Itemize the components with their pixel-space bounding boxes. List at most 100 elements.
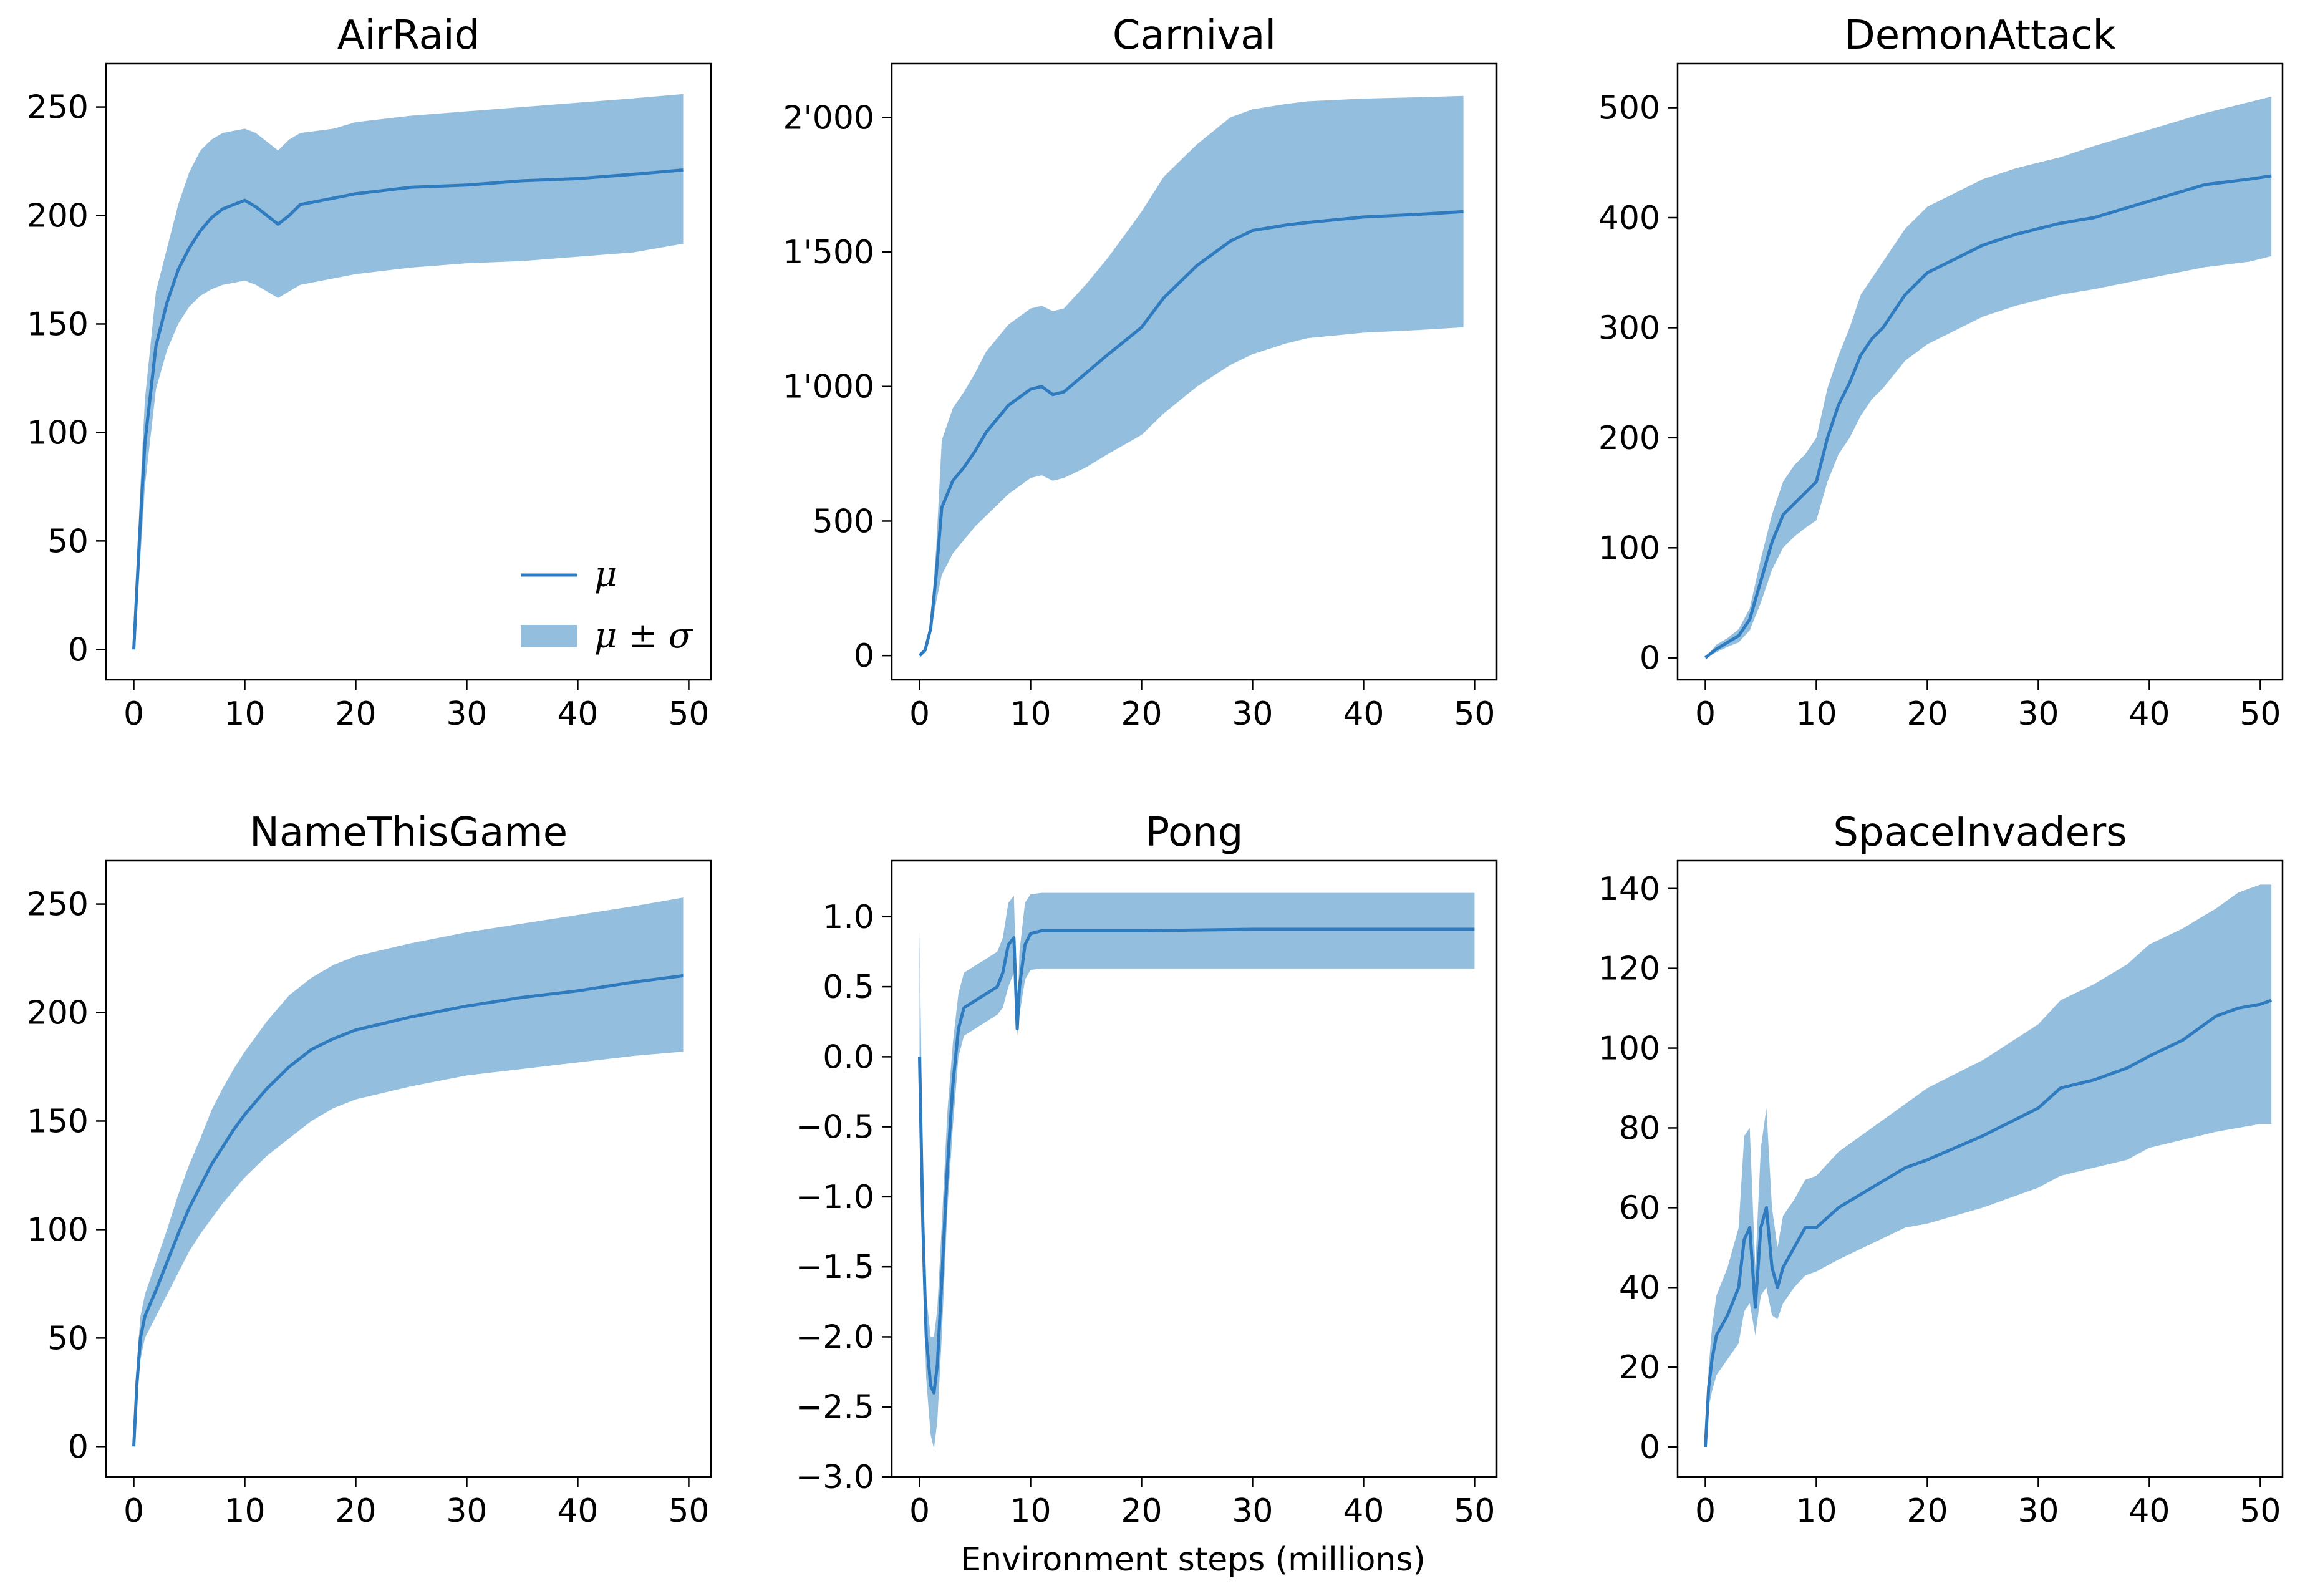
y-tick-label: 140	[1598, 871, 1660, 908]
y-tick-label: 100	[1598, 1030, 1660, 1068]
y-tick-label: 500	[813, 503, 874, 540]
y-tick-label: 100	[27, 1211, 89, 1249]
plot-area	[132, 94, 684, 650]
x-tick-label: 20	[1121, 695, 1162, 733]
y-tick-label: 100	[1598, 530, 1660, 567]
x-tick-label: 30	[2017, 1492, 2059, 1530]
y-tick-label: −1.0	[796, 1179, 874, 1216]
x-tick-label: 30	[1232, 1492, 1273, 1530]
y-tick-label: 150	[27, 306, 89, 343]
x-tick-label: 0	[123, 695, 144, 733]
y-tick-label: 0	[1640, 640, 1660, 677]
x-tick-label: 20	[335, 695, 376, 733]
axes-frame	[891, 62, 1498, 681]
mean-line-carnival	[918, 210, 1464, 657]
y-tick-label: 250	[27, 886, 89, 924]
legend-label-band: μ ± σ	[594, 616, 693, 656]
x-tick-label: 30	[446, 695, 487, 733]
x-tick-label: 20	[335, 1492, 376, 1530]
x-tick-label: 10	[224, 695, 265, 733]
axes-frame	[1676, 859, 2284, 1478]
y-tick-label: 0	[68, 631, 89, 669]
y-tick-label: 20	[1619, 1349, 1660, 1386]
x-tick-label: 40	[1343, 695, 1384, 733]
x-tick-label: 40	[2128, 1492, 2170, 1530]
x-tick-label: 10	[1795, 695, 1837, 733]
x-tick-label: 20	[1906, 695, 1948, 733]
y-tick-label: −2.0	[796, 1318, 874, 1356]
y-tick-label: 0	[68, 1428, 89, 1466]
y-tick-label: 50	[47, 523, 89, 560]
y-tick-label: −3.0	[796, 1459, 874, 1496]
x-tick-label: 10	[1010, 1492, 1051, 1530]
y-tick-label: −0.5	[796, 1109, 874, 1146]
x-tick-label: 40	[557, 1492, 598, 1530]
y-tick-label: 0	[854, 637, 874, 675]
x-tick-label: 30	[1232, 695, 1273, 733]
mean-line-namethisgame	[132, 974, 684, 1447]
mean-line-airraid	[132, 168, 684, 650]
std-band-demonattack	[1705, 96, 2272, 658]
x-tick-label: 50	[668, 1492, 709, 1530]
chart-title: Pong	[1146, 810, 1244, 856]
y-tick-label: 400	[1598, 200, 1660, 237]
y-tick-label: 200	[27, 198, 89, 235]
y-tick-label: 2'000	[783, 99, 874, 137]
legend: μ μ ± σ	[521, 554, 693, 656]
y-tick-label: −2.5	[796, 1389, 874, 1426]
x-tick-label: 40	[1343, 1492, 1384, 1530]
y-tick-label: 0.5	[823, 969, 874, 1006]
y-tick-label: 60	[1619, 1189, 1660, 1227]
x-tick-label: 50	[668, 695, 709, 733]
x-tick-label: 0	[1695, 1492, 1716, 1530]
x-tick-label: 0	[909, 1492, 930, 1530]
std-band-namethisgame	[133, 897, 684, 1447]
x-tick-label: 10	[1010, 695, 1051, 733]
x-tick-label: 10	[224, 1492, 265, 1530]
panel-namethisgame: NameThisGame 0 10 20 30 40 50 0 50 100 150 200 250	[27, 810, 712, 1530]
y-tick-label: 0	[1640, 1429, 1660, 1466]
plot-area	[1704, 96, 2272, 659]
panel-airraid: AirRaid 0 10 20 30 40 50 0 50 100 150 200 250 μ μ ± σ	[27, 12, 712, 733]
std-band-carnival	[919, 95, 1464, 656]
y-tick-label: 0.0	[823, 1038, 874, 1076]
axes-frame	[105, 859, 712, 1478]
y-tick-label: 250	[27, 89, 89, 127]
x-tick-label: 50	[2240, 1492, 2281, 1530]
y-tick-label: 100	[27, 414, 89, 452]
axes-frame	[105, 62, 712, 681]
y-tick-label: 50	[47, 1320, 89, 1357]
x-tick-label: 50	[1454, 1492, 1495, 1530]
panel-pong: Pong 0 10 20 30 40 50 −3.0 −2.5 −2.0 −1.5 −1.0 −0.5 0…	[796, 810, 1498, 1530]
x-tick-label: 30	[446, 1492, 487, 1530]
figure-x-axis-label: Environment steps (millions)	[960, 1541, 1426, 1579]
std-band-airraid	[133, 94, 684, 650]
y-tick-label: 300	[1598, 309, 1660, 347]
x-tick-label: 10	[1795, 1492, 1837, 1530]
y-tick-label: 80	[1619, 1110, 1660, 1147]
y-tick-label: 120	[1598, 950, 1660, 988]
mean-line-pong	[918, 927, 1475, 1395]
legend-label-mu: μ	[594, 554, 617, 595]
plot-area	[1704, 884, 2273, 1448]
y-tick-label: 200	[1598, 420, 1660, 457]
legend-band-swatch	[521, 625, 577, 647]
y-tick-label: 1.0	[823, 899, 874, 936]
y-tick-label: −1.5	[796, 1249, 874, 1286]
x-tick-label: 50	[2240, 695, 2281, 733]
x-tick-label: 30	[2017, 695, 2059, 733]
y-tick-label: 40	[1619, 1269, 1660, 1307]
mean-line-spaceinvaders	[1704, 999, 2273, 1448]
panel-spaceinvaders: SpaceInvaders 0 10 20 30 40 50 0 20 40 60 80 100 120 1…	[1598, 810, 2284, 1530]
y-tick-label: 1'000	[783, 369, 874, 406]
plot-area	[918, 95, 1464, 657]
y-tick-label: 500	[1598, 90, 1660, 127]
axes-frame	[891, 859, 1498, 1478]
x-tick-label: 0	[123, 1492, 144, 1530]
mean-line-demonattack	[1704, 174, 2272, 659]
plot-area	[918, 892, 1475, 1449]
std-band-pong	[919, 892, 1475, 1449]
